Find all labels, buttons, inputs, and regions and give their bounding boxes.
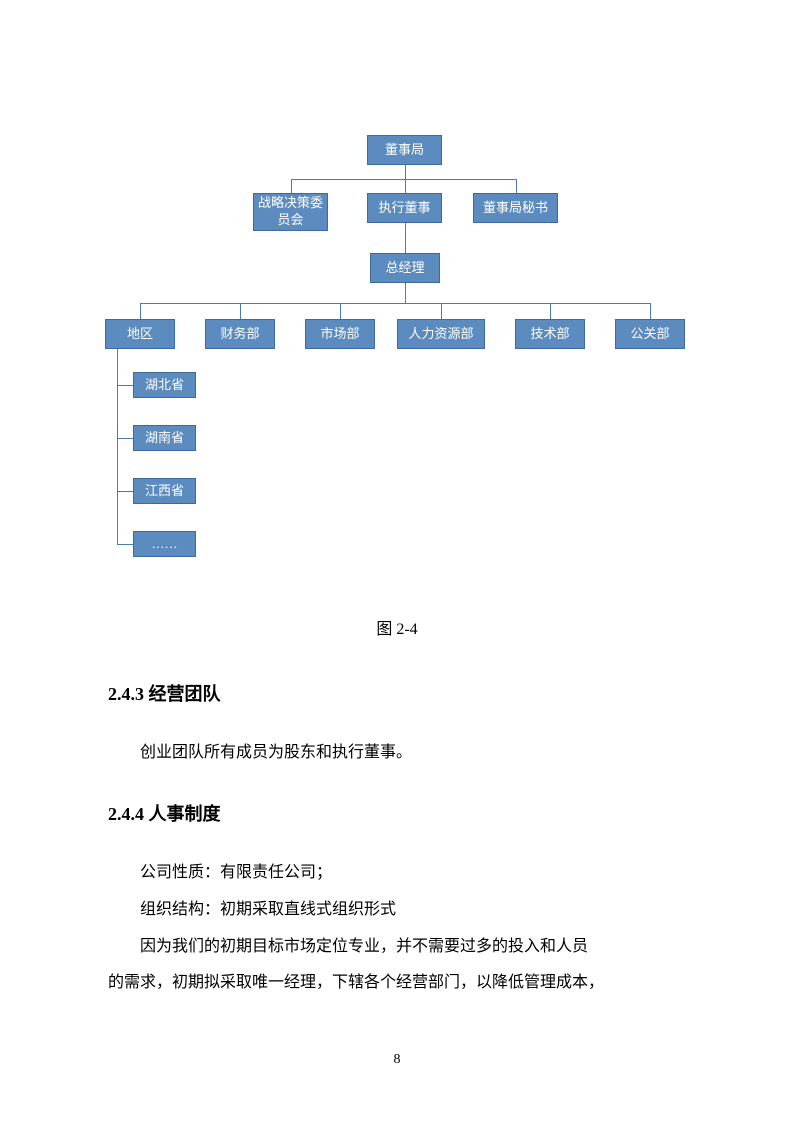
section-title: 人事制度	[149, 804, 221, 824]
org-node-finance: 财务部	[205, 319, 275, 349]
paragraph-team: 创业团队所有成员为股东和执行董事。	[108, 735, 686, 772]
paragraph-hr: 公司性质：有限责任公司； 组织结构：初期采取直线式组织形式 因为我们的初期目标市…	[108, 855, 686, 1002]
connector	[240, 303, 241, 319]
org-node-more: ……	[133, 531, 196, 557]
connector	[117, 491, 133, 492]
org-node-board: 董事局	[367, 135, 442, 165]
connector	[441, 303, 442, 319]
connector	[405, 223, 406, 253]
section-number: 2.4.3	[108, 684, 144, 704]
section-heading-hr: 2.4.4 人事制度	[108, 800, 221, 826]
connector	[117, 349, 118, 544]
connector	[550, 303, 551, 319]
org-node-gm: 总经理	[370, 253, 440, 283]
connector	[340, 303, 341, 319]
text-line: 因为我们的初期目标市场定位专业，并不需要过多的投入和人员	[108, 929, 686, 966]
org-node-tech: 技术部	[515, 319, 585, 349]
connector	[117, 385, 133, 386]
text-line: 的需求，初期拟采取唯一经理，下辖各个经营部门，以降低管理成本，	[108, 965, 686, 1002]
connector	[650, 303, 651, 319]
section-title: 经营团队	[149, 684, 221, 704]
org-node-exec: 执行董事	[367, 193, 442, 223]
org-node-region: 地区	[105, 319, 175, 349]
org-node-hunan: 湖南省	[133, 425, 196, 451]
page-number: 8	[0, 1052, 794, 1068]
section-number: 2.4.4	[108, 804, 144, 824]
org-node-strategy: 战略决策委员会	[253, 193, 328, 231]
page: 董事局战略决策委员会 执行董事 董事局秘书总经理地区财务部市场部人力资源部技术部公关…	[0, 0, 794, 1123]
org-chart: 董事局战略决策委员会 执行董事 董事局秘书总经理地区财务部市场部人力资源部技术部公关…	[105, 135, 695, 545]
org-node-hr: 人力资源部	[397, 319, 485, 349]
section-heading-team: 2.4.3 经营团队	[108, 680, 221, 706]
connector	[405, 179, 406, 193]
org-node-jiangxi: 江西省	[133, 478, 196, 504]
connector	[516, 179, 517, 193]
text-line: 公司性质：有限责任公司；	[108, 855, 686, 892]
text-line: 组织结构：初期采取直线式组织形式	[108, 892, 686, 929]
connector	[140, 303, 141, 319]
connector	[405, 283, 406, 303]
connector	[117, 438, 133, 439]
org-node-hubei: 湖北省	[133, 372, 196, 398]
figure-caption: 图 2-4	[0, 615, 794, 639]
connector	[291, 179, 292, 193]
connector	[140, 303, 650, 304]
org-node-pr: 公关部	[615, 319, 685, 349]
connector	[291, 179, 516, 180]
org-node-secretary: 董事局秘书	[473, 193, 558, 223]
org-node-market: 市场部	[305, 319, 375, 349]
connector	[117, 544, 133, 545]
connector	[405, 165, 406, 179]
